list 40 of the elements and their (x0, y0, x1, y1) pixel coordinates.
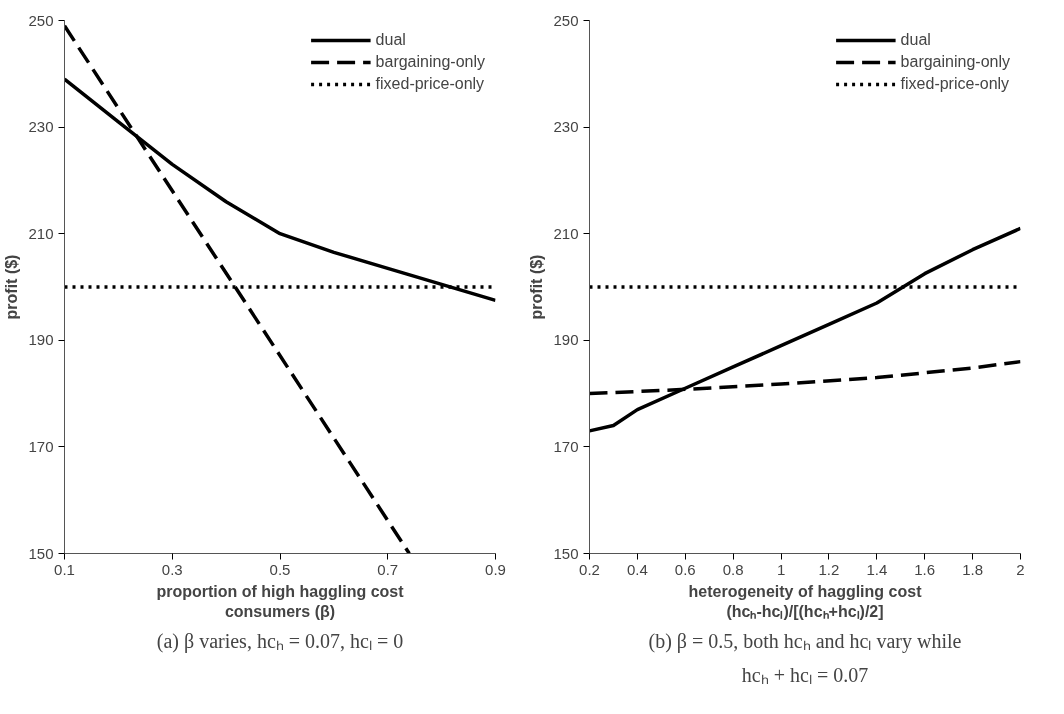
x-tick-label: 1.8 (962, 560, 984, 578)
y-tick-label: 170 (553, 437, 579, 455)
y-tick-label: 250 (553, 11, 579, 29)
y-axis-title: profit ($) (528, 254, 546, 320)
y-axis-title: profit ($) (3, 254, 21, 320)
y-tick-label: 230 (28, 118, 54, 136)
y-tick-label: 150 (28, 544, 54, 562)
legend-label: fixed-price-only (900, 75, 1010, 93)
x-tick-label: 0.2 (579, 560, 600, 578)
x-tick-label: 1.4 (866, 560, 888, 578)
x-tick-label: 1 (776, 560, 786, 578)
y-tick-label: 190 (28, 331, 54, 349)
x-tick-label: 0.8 (722, 560, 744, 578)
x-axis-title: heterogeneity of haggling cost (hcₕ-hcₗ)/[(hcₕ+hcₗ)/2] (688, 582, 923, 620)
legend-label: dual (375, 31, 406, 49)
legend-label: bargaining-only (375, 53, 485, 71)
y-tick-label: 150 (553, 544, 579, 562)
text: (a) β varies, hcₕ = 0.07, hcₗ = 0 (156, 629, 404, 653)
x-tick-label: 1.6 (914, 560, 936, 578)
legend-label: bargaining-only (900, 53, 1010, 71)
legend-label: fixed-price-only (375, 75, 485, 93)
y-tick-label: 190 (553, 331, 579, 349)
x-tick-label: 0.7 (377, 560, 399, 578)
x-axis-title: proportion of high haggling cost consumers (β) (156, 582, 405, 620)
y-tick-label: 230 (553, 118, 579, 136)
y-tick-label: 210 (553, 224, 579, 242)
x-tick-label: 0.3 (161, 560, 183, 578)
x-tick-label: 0.1 (54, 560, 75, 578)
x-tick-label: 0.6 (674, 560, 696, 578)
x-tick-label: 2 (1016, 560, 1025, 578)
x-tick-label: 0.5 (269, 560, 291, 578)
y-tick-label: 170 (28, 437, 54, 455)
text: (b) β = 0.5, both hcₕ and hcₗ vary while hcₕ + hcₗ = 0.07 (648, 629, 962, 686)
legend-label: dual (900, 31, 931, 49)
y-tick-label: 250 (28, 11, 54, 29)
x-tick-label: 0.4 (626, 560, 648, 578)
y-tick-label: 210 (28, 224, 54, 242)
x-tick-label: 1.2 (818, 560, 840, 578)
line-series (589, 226, 1021, 433)
x-tick-label: 0.9 (485, 560, 506, 578)
